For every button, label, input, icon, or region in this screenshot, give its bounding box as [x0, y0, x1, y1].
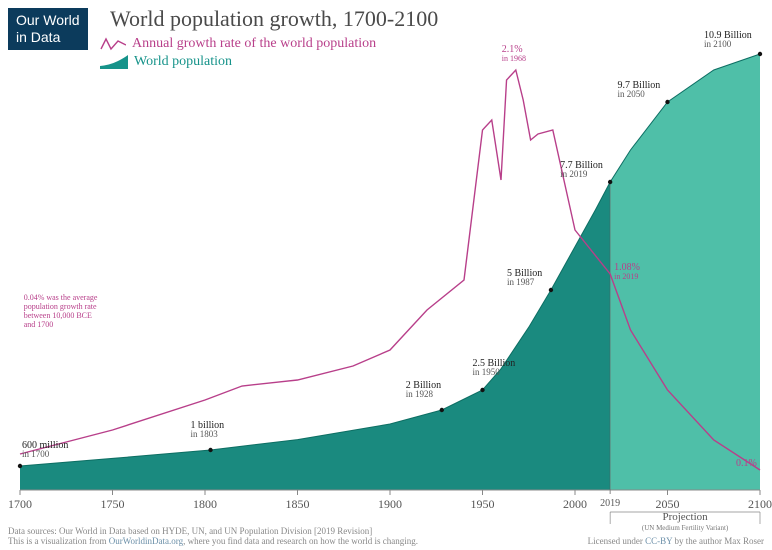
- x-tick-label: 2050: [656, 497, 680, 511]
- callout-sub: in 1700: [22, 449, 50, 459]
- population-chart: 1700 1750 1800 1850 1900 1950 2000 2050 2100 2019…: [0, 0, 772, 550]
- callout-sub: in 1803: [191, 429, 219, 439]
- callout-dot: [608, 180, 612, 184]
- footer: Data sources: Our World in Data based on…: [8, 526, 764, 546]
- callout-dot: [665, 100, 669, 104]
- callout-sub: in 2019: [560, 169, 588, 179]
- callout-dot: [480, 388, 484, 392]
- owid-link[interactable]: OurWorldinData.org: [109, 536, 183, 546]
- footer-sources: Data sources: Our World in Data based on…: [8, 526, 764, 536]
- growth-callout: 0.1%: [736, 458, 757, 469]
- x-tick-label: 1750: [101, 497, 125, 511]
- growth-note-line: between 10,000 BCE: [24, 311, 92, 320]
- x-tick-label: 1800: [193, 497, 217, 511]
- footer-license: Licensed under CC-BY by the author Max R…: [588, 536, 764, 546]
- x-tick-2019: 2019: [600, 498, 620, 509]
- callout-sub: in 2050: [618, 89, 646, 99]
- callout-dot: [208, 448, 212, 452]
- growth-note-line: population growth rate: [24, 302, 97, 311]
- callout-dot: [18, 464, 22, 468]
- x-tick-label: 1950: [471, 497, 495, 511]
- callout-sub: in 1950: [473, 367, 501, 377]
- growth-note-line: 0.04% was the average: [24, 293, 98, 302]
- callout-sub: in 1987: [507, 277, 535, 287]
- license-link[interactable]: CC-BY: [645, 536, 672, 546]
- x-tick-label: 1850: [286, 497, 310, 511]
- x-tick-label: 1700: [8, 497, 32, 511]
- callout-dot: [758, 52, 762, 56]
- callout-dot: [440, 408, 444, 412]
- callout-sub: in 1928: [406, 389, 434, 399]
- growth-callout-sub: in 2019: [614, 272, 638, 281]
- population-area-past: [20, 182, 610, 490]
- callout-sub: in 2100: [704, 39, 732, 49]
- projection-label: Projection: [662, 511, 708, 523]
- x-tick-label: 1900: [378, 497, 402, 511]
- growth-callout-sub: in 1968: [502, 54, 526, 63]
- x-tick-label: 2100: [748, 497, 772, 511]
- growth-note-line: and 1700: [24, 320, 54, 329]
- x-tick-label: 2000: [563, 497, 587, 511]
- callout-dot: [549, 288, 553, 292]
